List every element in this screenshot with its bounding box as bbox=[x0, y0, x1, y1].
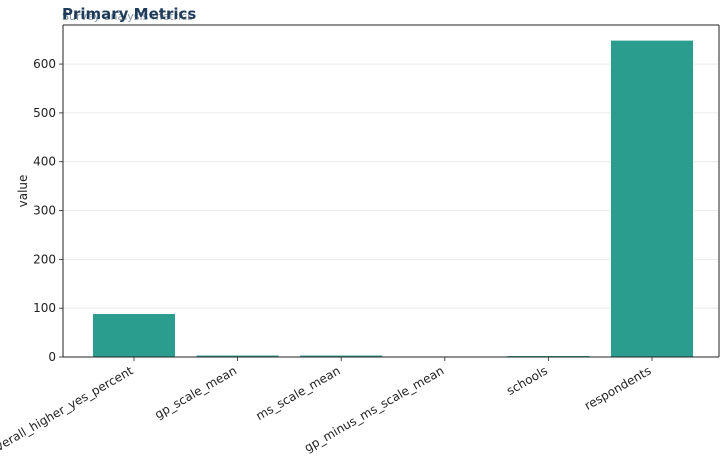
y-tick-label: 400 bbox=[33, 155, 56, 169]
y-tick-label: 0 bbox=[48, 350, 56, 364]
x-tick-label: schools bbox=[504, 363, 550, 397]
bar bbox=[611, 40, 693, 357]
y-tick-label: 200 bbox=[33, 252, 56, 266]
bars bbox=[93, 40, 693, 358]
y-tick-label: 300 bbox=[33, 204, 56, 218]
y-axis-ticks: 0 100 200 300 400 500 600 bbox=[33, 57, 63, 364]
x-tick-label: respondents bbox=[582, 363, 653, 412]
x-tick-label: overall_higher_yes_percent bbox=[0, 363, 136, 457]
axes bbox=[62, 24, 720, 358]
y-tick-label: 100 bbox=[33, 301, 56, 315]
bar bbox=[93, 314, 175, 357]
x-tick-label: ms_scale_mean bbox=[254, 363, 343, 423]
y-tick-label: 500 bbox=[33, 106, 56, 120]
chart-title: Primary Metrics bbox=[62, 5, 197, 23]
bar bbox=[196, 355, 279, 357]
y-axis-label: value bbox=[16, 175, 30, 208]
x-axis-ticks: overall_higher_yes_percent gp_scale_mean m… bbox=[0, 357, 654, 458]
y-tick-label: 600 bbox=[33, 57, 56, 71]
chart-subtitle: Survey analysis metrics bbox=[62, 10, 193, 23]
bar bbox=[300, 355, 383, 357]
x-tick-label: gp_scale_mean bbox=[152, 363, 239, 421]
